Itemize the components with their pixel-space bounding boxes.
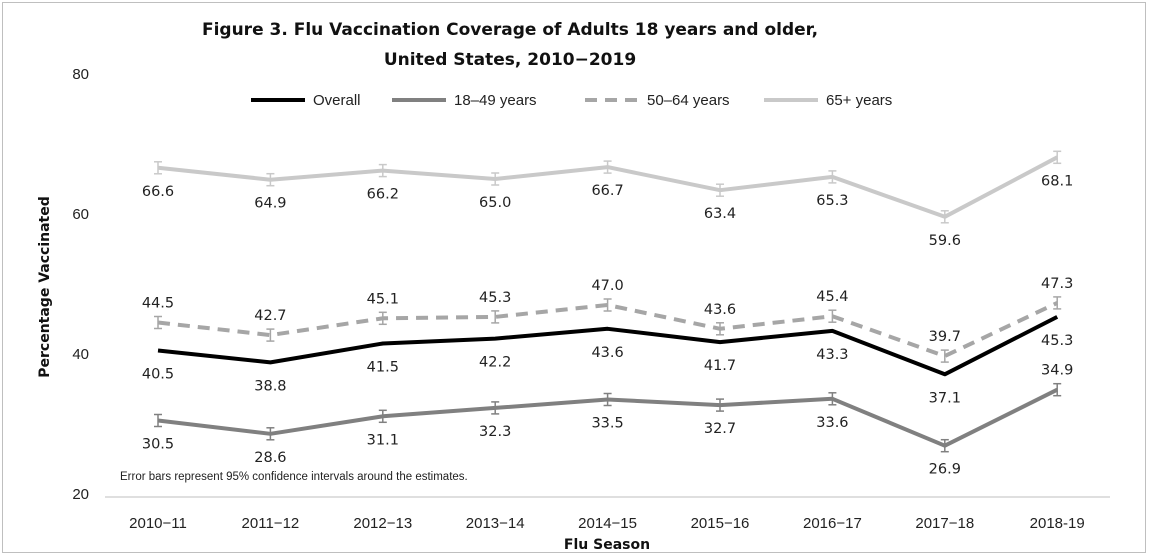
x-tick-label: 2013−14: [466, 515, 525, 532]
x-tick-label: 2017−18: [915, 515, 974, 532]
x-tick-label: 2018-19: [1030, 515, 1085, 532]
series-line-overall: [157, 315, 1059, 377]
chart-title-line-1: Figure 3. Flu Vaccination Coverage of Ad…: [202, 20, 818, 40]
data-label-65-years: 64.9: [254, 196, 286, 212]
x-axis-title: Flu Season: [564, 537, 650, 553]
x-tick-label: 2012−13: [353, 515, 412, 532]
data-label-65-years: 66.6: [142, 184, 174, 200]
data-label-65-years: 66.2: [367, 187, 399, 203]
data-label-overall: 43.6: [591, 345, 623, 361]
data-label-65-years: 63.4: [704, 206, 736, 222]
x-axis-ticks: 2010−11 2011−12 2012−13 2013−14 2014−15 2015−…: [129, 515, 1085, 532]
data-labels: 40.5 38.8 41.5 42.2 43.6 41.7 43.3 37.1 45.3 30.5…: [142, 173, 1073, 477]
data-label-65-years: 65.3: [816, 193, 848, 209]
data-label-65-years: 65.0: [479, 195, 511, 211]
y-tick-label: 80: [72, 66, 89, 83]
data-label-overall: 40.5: [142, 367, 174, 383]
legend-label-50-64-years: 50–64 years: [647, 92, 730, 109]
series-line-65-years: [157, 155, 1059, 219]
series-overall: [157, 315, 1059, 377]
data-label-50-64-years: 39.7: [929, 329, 961, 345]
series-65-years: [154, 150, 1062, 224]
data-label-50-64-years: 47.3: [1041, 276, 1073, 292]
chart-title-line-2: United States, 2010−2019: [384, 50, 636, 70]
x-tick-label: 2014−15: [578, 515, 637, 532]
data-label-18-49-years: 26.9: [929, 462, 961, 478]
y-tick-label: 40: [72, 346, 89, 363]
data-label-18-49-years: 30.5: [142, 437, 174, 453]
data-label-18-49-years: 33.5: [591, 416, 623, 432]
x-tick-label: 2016−17: [803, 515, 862, 532]
data-label-50-64-years: 45.3: [479, 290, 511, 306]
data-label-18-49-years: 33.6: [816, 415, 848, 431]
data-label-18-49-years: 28.6: [254, 450, 286, 466]
data-label-overall: 38.8: [254, 378, 286, 394]
x-tick-label: 2011−12: [242, 515, 300, 532]
x-tick-label: 2010−11: [129, 515, 187, 532]
legend-label-18-49-years: 18–49 years: [454, 92, 537, 109]
data-label-65-years: 68.1: [1041, 173, 1073, 189]
error-bar-note: Error bars represent 95% confidence inte…: [120, 471, 468, 483]
legend: Overall 18–49 years 50–64 years 65+ years: [251, 92, 892, 109]
data-label-overall: 45.3: [1041, 333, 1073, 349]
legend-label-overall: Overall: [313, 92, 361, 109]
data-label-65-years: 66.7: [591, 183, 623, 199]
data-label-50-64-years: 47.0: [591, 278, 623, 294]
data-label-18-49-years: 34.9: [1041, 363, 1073, 379]
series-50-64-years: [154, 296, 1062, 363]
series-18-49-years: [154, 382, 1062, 453]
data-label-18-49-years: 32.7: [704, 421, 736, 437]
data-label-18-49-years: 31.1: [367, 432, 399, 448]
y-tick-label: 60: [72, 206, 89, 223]
data-label-50-64-years: 45.1: [367, 291, 399, 307]
data-label-overall: 41.7: [704, 358, 736, 374]
data-label-65-years: 59.6: [929, 233, 961, 249]
x-tick-label: 2015−16: [691, 515, 750, 532]
series-line-18-49-years: [157, 387, 1059, 448]
data-label-50-64-years: 45.4: [816, 289, 848, 305]
y-axis-title: Percentage Vaccinated: [37, 196, 53, 378]
data-label-50-64-years: 44.5: [142, 296, 174, 312]
y-tick-label: 20: [72, 486, 89, 503]
data-label-50-64-years: 43.6: [704, 302, 736, 318]
data-label-overall: 42.2: [479, 355, 511, 371]
line-chart: Figure 3. Flu Vaccination Coverage of Ad…: [37, 20, 1110, 553]
y-axis-ticks: 20 40 60 80: [72, 66, 89, 503]
data-label-overall: 37.1: [929, 390, 961, 406]
series-line-50-64-years: [157, 301, 1059, 359]
data-label-18-49-years: 32.3: [479, 424, 511, 440]
data-label-overall: 43.3: [816, 347, 848, 363]
data-label-overall: 41.5: [367, 360, 399, 376]
data-label-50-64-years: 42.7: [254, 308, 286, 324]
series-lines: [154, 150, 1062, 453]
legend-label-65-years: 65+ years: [826, 92, 892, 109]
